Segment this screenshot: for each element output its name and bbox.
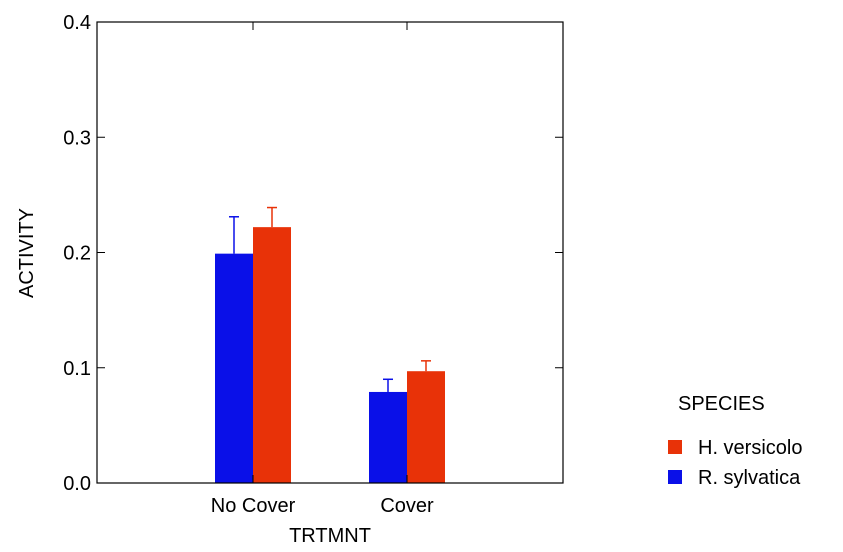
legend-swatch-r-sylvatica <box>668 470 682 484</box>
y-axis-title: ACTIVITY <box>16 208 38 298</box>
y-tick-label: 0.1 <box>63 358 91 380</box>
legend: H. versicolo R. sylvatica <box>668 437 802 489</box>
legend-swatch-h-versicolo <box>668 440 682 454</box>
bar-cover-r-sylvatica <box>369 391 407 483</box>
bar-no-cover-h-versicolo <box>253 227 291 483</box>
y-tick-label: 0.4 <box>63 12 91 34</box>
legend-label-r-sylvatica: R. sylvatica <box>698 467 801 489</box>
legend-label-h-versicolo: H. versicolo <box>698 437 802 459</box>
y-tick-label: 0.3 <box>63 127 91 149</box>
x-axis-title: TRTMNT <box>289 525 371 547</box>
plot-area: No Cover Cover 0.0 0.1 0.2 0.3 0.4 <box>63 12 564 517</box>
plot-frame <box>96 21 564 484</box>
legend-title: SPECIES <box>678 393 765 415</box>
y-tick-label: 0.0 <box>63 473 91 495</box>
x-tick-label: Cover <box>380 495 434 517</box>
bar-no-cover-r-sylvatica <box>215 253 253 483</box>
x-tick-label: No Cover <box>211 495 296 517</box>
bar-cover-h-versicolo <box>407 371 445 483</box>
y-tick-label: 0.2 <box>63 243 91 265</box>
